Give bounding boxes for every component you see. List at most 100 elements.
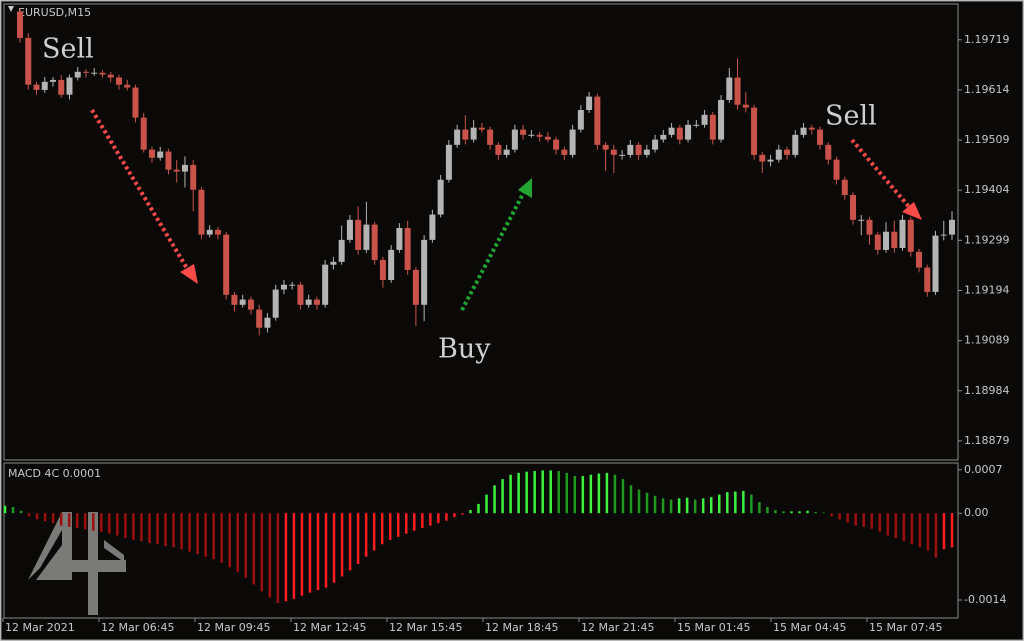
histogram-bar xyxy=(734,491,737,514)
histogram-bar xyxy=(396,513,400,537)
candle-body xyxy=(478,127,485,130)
candle-body xyxy=(586,96,593,111)
candle-body xyxy=(190,164,197,190)
histogram-bar xyxy=(332,513,336,583)
candle-body xyxy=(41,81,48,90)
histogram-bar xyxy=(204,513,207,557)
histogram-bar xyxy=(405,513,408,534)
candle-body xyxy=(429,214,436,240)
x-tick-label: 12 Mar 2021 xyxy=(5,621,75,634)
histogram-bar xyxy=(220,513,223,563)
histogram-bar xyxy=(284,513,288,602)
histogram-bar xyxy=(35,513,39,520)
histogram-bar xyxy=(718,494,721,514)
histogram-bar xyxy=(549,470,552,514)
candle-body xyxy=(709,114,716,140)
histogram-bar xyxy=(148,513,151,543)
candle-body xyxy=(396,227,403,250)
candle-body xyxy=(940,234,947,236)
candle-body xyxy=(82,71,89,73)
candle-body xyxy=(338,239,345,262)
candle-body xyxy=(800,127,807,135)
candle-body xyxy=(66,77,73,95)
x-tick-label: 12 Mar 18:45 xyxy=(485,621,558,634)
histogram-bar xyxy=(557,471,561,514)
candle-body xyxy=(610,149,617,155)
histogram-bar xyxy=(413,513,416,531)
histogram-bar xyxy=(942,513,946,550)
candle-body xyxy=(445,144,452,180)
histogram-bar xyxy=(501,479,504,514)
histogram-bar xyxy=(356,513,360,565)
candle-body xyxy=(280,284,287,290)
y-tick-label: 1.19404 xyxy=(964,183,1010,196)
candle-body xyxy=(693,124,700,126)
histogram-bar xyxy=(180,513,183,550)
histogram-bar xyxy=(164,513,167,547)
candle-body xyxy=(503,149,510,155)
histogram-bar xyxy=(188,513,191,552)
candle-body xyxy=(891,231,898,248)
candle-body xyxy=(379,259,386,280)
histogram-bar xyxy=(629,485,633,514)
x-tick-label: 12 Mar 15:45 xyxy=(389,621,462,634)
histogram-bar xyxy=(316,513,320,591)
histogram-bar xyxy=(894,513,898,539)
histogram-bar xyxy=(276,513,280,604)
histogram-bar xyxy=(774,510,777,514)
candle-body xyxy=(874,234,881,250)
histogram-bar xyxy=(132,513,135,540)
histogram-bar xyxy=(453,513,456,517)
histogram-bar xyxy=(541,470,544,514)
y-tick-label: 1.19614 xyxy=(964,83,1010,96)
candle-body xyxy=(437,179,444,215)
histogram-bar xyxy=(100,513,103,532)
histogram-bar xyxy=(252,513,256,585)
histogram-bar xyxy=(509,474,512,514)
histogram-bar xyxy=(573,476,577,514)
histogram-bar xyxy=(172,513,175,548)
candle-body xyxy=(231,294,238,305)
histogram-bar xyxy=(429,513,432,526)
histogram-bar xyxy=(758,502,761,514)
candle-body xyxy=(49,79,56,82)
histogram-bar xyxy=(445,513,448,521)
histogram-bar xyxy=(621,479,625,514)
candle-body xyxy=(907,219,914,252)
y-tick-label: -0.0014 xyxy=(964,593,1006,606)
candle-body xyxy=(173,169,180,172)
histogram-bar xyxy=(292,513,296,599)
candle-body xyxy=(91,72,98,74)
candle-body xyxy=(25,37,32,85)
candle-body xyxy=(132,87,139,118)
histogram-bar xyxy=(533,471,536,514)
candle-body xyxy=(412,269,419,305)
histogram-bar xyxy=(517,472,520,514)
candle-body xyxy=(511,129,518,150)
logo xyxy=(28,512,126,615)
histogram-bar xyxy=(244,513,248,578)
histogram-bar xyxy=(926,513,930,551)
histogram-bar xyxy=(324,513,328,588)
histogram-bar xyxy=(140,513,143,542)
candle-body xyxy=(775,149,782,160)
candle-body xyxy=(792,134,799,155)
candle-body xyxy=(148,149,155,158)
histogram-bar xyxy=(870,513,873,529)
histogram-bar xyxy=(830,513,833,517)
candle-body xyxy=(115,77,122,85)
histogram-bar xyxy=(934,513,938,558)
y-tick-label: 1.19194 xyxy=(964,283,1010,296)
histogram-bar xyxy=(27,513,31,517)
histogram-bar xyxy=(798,511,801,514)
histogram-bar xyxy=(822,512,825,514)
histogram-bar xyxy=(605,472,609,514)
histogram-bar xyxy=(854,513,857,526)
histogram-bar xyxy=(597,473,601,514)
histogram-bar xyxy=(862,513,865,527)
candle-body xyxy=(17,11,23,38)
histogram-bar xyxy=(75,513,79,529)
arrows xyxy=(90,108,922,311)
